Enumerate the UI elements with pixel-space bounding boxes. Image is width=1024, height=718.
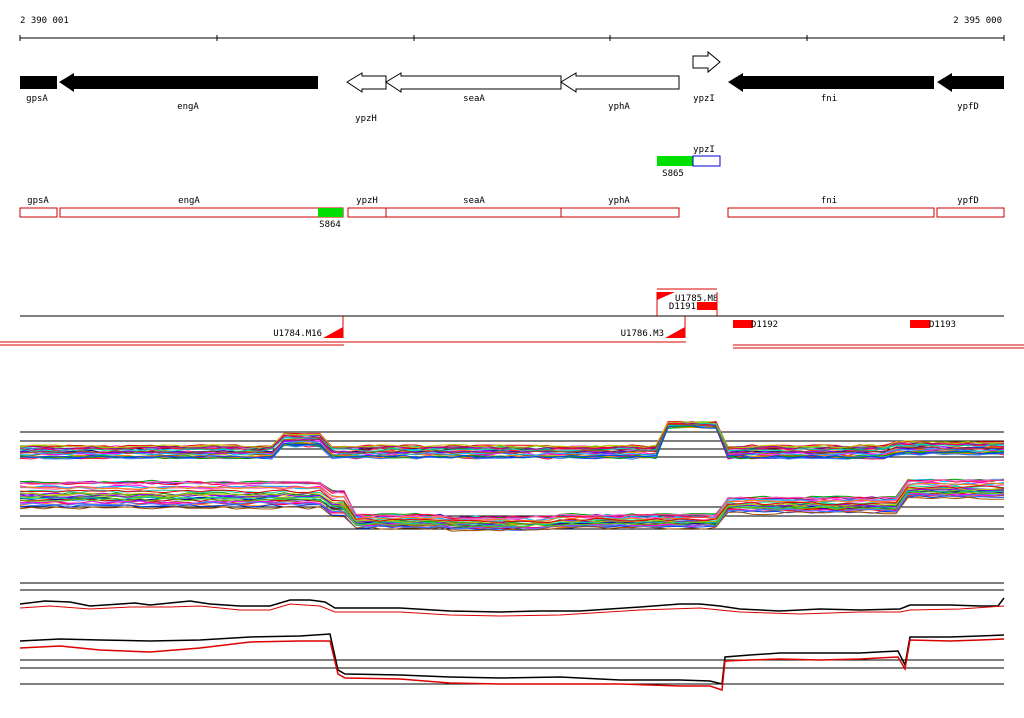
gene-ypfD[interactable]: ypfD xyxy=(937,73,1004,112)
tu-U1785-label: U1785.M8 xyxy=(675,294,718,304)
tu-U1786-marker[interactable] xyxy=(665,327,685,338)
coordinate-ruler: 2 390 001 2 395 000 xyxy=(19,16,1005,41)
operon-box[interactable] xyxy=(936,207,1005,218)
gene-ypfD-label: ypfD xyxy=(957,102,979,112)
tu-D1193-marker[interactable] xyxy=(910,320,930,328)
expression-profiles-summary xyxy=(19,582,1005,692)
operon-box[interactable] xyxy=(347,207,387,218)
gene-ypfD-arrow[interactable] xyxy=(937,73,1004,92)
tu-D1192-label: D1192 xyxy=(751,320,778,330)
gene-seaA-arrow[interactable] xyxy=(385,72,562,93)
gene-engA-arrow[interactable] xyxy=(59,73,318,92)
transcription-unit-track: U1784.M16 U1786.M3 U1785.M8 D1191 D1192 … xyxy=(0,288,1024,349)
expression-trace xyxy=(19,424,1005,459)
expression-trace xyxy=(19,423,1005,455)
ypzI-box[interactable] xyxy=(692,155,721,167)
operon-label: fni xyxy=(821,196,837,206)
expression-trace xyxy=(19,420,1005,449)
summary-trace-red-lower xyxy=(19,638,1005,692)
operon-label: yphA xyxy=(608,196,630,206)
expression-trace xyxy=(19,479,1005,520)
gene-engA[interactable]: engA xyxy=(59,73,318,112)
tu-D1191-marker[interactable] xyxy=(697,302,717,310)
gene-ypzH[interactable]: ypzH xyxy=(346,72,387,124)
expression-trace xyxy=(19,493,1004,530)
operon-label: ypzH xyxy=(356,196,378,206)
gene-yphA-label: yphA xyxy=(608,102,630,112)
summary-trace-red-upper xyxy=(19,603,1005,617)
gene-ypzI-label: ypzI xyxy=(693,94,715,104)
summary-trace-black-lower xyxy=(19,633,1005,685)
operon-box[interactable] xyxy=(560,207,680,218)
sigma-site-S864-box[interactable] xyxy=(318,208,343,217)
tu-U1785-marker[interactable] xyxy=(657,292,675,300)
gene-gpsA-arrow[interactable] xyxy=(20,76,57,89)
expression-trace xyxy=(19,485,1005,524)
operon-box[interactable] xyxy=(385,207,562,218)
operon-label: seaA xyxy=(463,196,485,206)
gene-seaA-label: seaA xyxy=(463,94,485,104)
expression-profiles-multicolor xyxy=(19,420,1005,532)
sigma-site-S864-label: S864 xyxy=(319,220,341,230)
expression-trace xyxy=(19,421,1005,449)
sigma-site-S865-box[interactable] xyxy=(657,156,693,166)
expression-trace xyxy=(19,422,1005,452)
summary-trace-black-upper xyxy=(19,597,1005,613)
gene-gpsA-label: gpsA xyxy=(26,94,48,104)
expression-trace xyxy=(19,491,1005,528)
expression-trace xyxy=(19,478,1005,520)
gene-ypzI-arrow[interactable] xyxy=(692,50,721,74)
tu-D1191-label: D1191 xyxy=(669,302,696,312)
tu-U1784-label: U1784.M16 xyxy=(273,329,322,339)
ruler-start-label: 2 390 001 xyxy=(20,16,69,26)
gene-fni-arrow[interactable] xyxy=(728,73,934,92)
expression-trace xyxy=(19,496,1004,532)
profile-traces-upper xyxy=(19,420,1005,460)
operon-label: gpsA xyxy=(27,196,49,206)
tu-U1784-marker[interactable] xyxy=(323,327,343,338)
operon-track: gpsA engA S864 ypzH seaA yphA fni ypfD xyxy=(19,196,1005,230)
sigma-site-S865-label: S865 xyxy=(662,169,684,179)
operon-box[interactable] xyxy=(59,207,344,218)
gene-ypzH-arrow[interactable] xyxy=(346,72,387,93)
gene-yphA-arrow[interactable] xyxy=(560,72,680,93)
expression-trace xyxy=(19,421,1005,449)
expression-trace xyxy=(19,479,1005,520)
gene-ypzH-label: ypzH xyxy=(355,114,377,124)
expression-trace xyxy=(19,423,1005,454)
tu-U1786-label: U1786.M3 xyxy=(621,329,664,339)
profile-traces-lower xyxy=(19,478,1005,532)
gene-fni-label: fni xyxy=(821,94,837,104)
gene-gpsA[interactable]: gpsA xyxy=(20,76,57,104)
gene-seaA[interactable]: seaA xyxy=(385,72,562,104)
gene-yphA[interactable]: yphA xyxy=(560,72,680,112)
gene-fni[interactable]: fni xyxy=(728,73,934,104)
gene-track: gpsA engA ypzH seaA yphA ypzI fni ypfD xyxy=(20,50,1004,124)
operon-box[interactable] xyxy=(727,207,935,218)
expression-trace xyxy=(19,490,1005,527)
sigma-site-S865[interactable]: ypzI S865 xyxy=(657,145,721,179)
expression-trace xyxy=(20,487,1005,525)
operon-label: engA xyxy=(178,196,200,206)
gene-engA-label: engA xyxy=(177,102,199,112)
operon-label: ypfD xyxy=(957,196,979,206)
operon-box[interactable] xyxy=(19,207,58,218)
tu-D1193-label: D1193 xyxy=(929,320,956,330)
ruler-end-label: 2 395 000 xyxy=(953,16,1002,26)
tu-D1192-marker[interactable] xyxy=(733,320,753,328)
expression-trace xyxy=(19,420,1005,449)
gene-ypzI[interactable]: ypzI xyxy=(692,50,721,104)
ypzI-box-label: ypzI xyxy=(693,145,715,155)
